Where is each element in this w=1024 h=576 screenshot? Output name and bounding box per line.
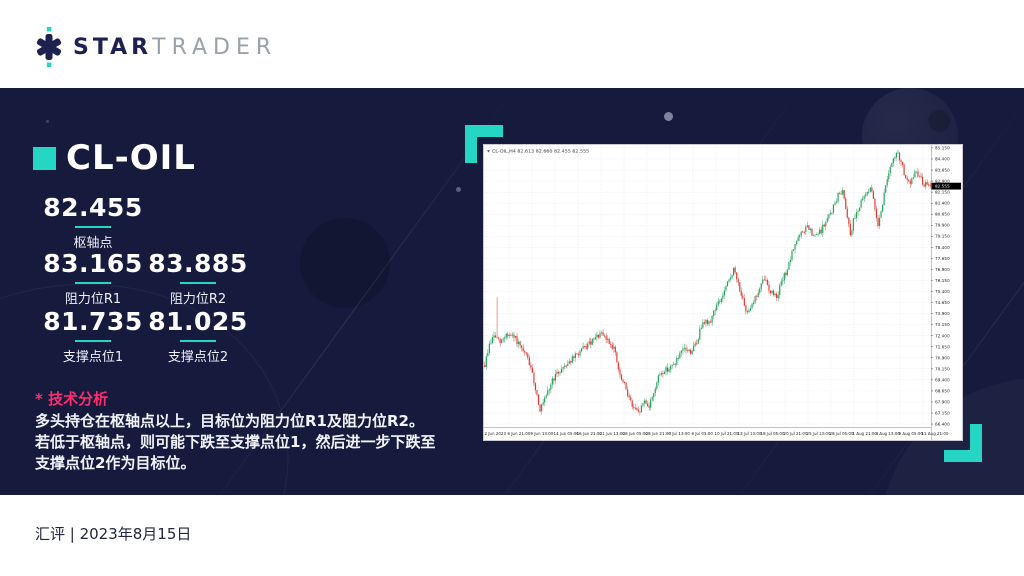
resistance-r1-block: 83.165 阻力位R1 [41, 249, 145, 307]
pivot-value: 82.455 [43, 193, 143, 222]
brand-star: STAR [73, 34, 153, 60]
pivot-label: 枢轴点 [73, 236, 113, 251]
price-chart [484, 145, 962, 440]
r1-value: 83.165 [43, 249, 143, 278]
support-1-block: 81.735 支撑点位1 [41, 307, 145, 365]
support-2-block: 81.025 支撑点位2 [146, 307, 250, 365]
candlestick-canvas [484, 145, 962, 440]
analysis-paragraph: 多头持仓在枢轴点以上，目标位为阻力位R1及阻力位R2。 若低于枢轴点，则可能下跌… [35, 411, 435, 474]
s2-label: 支撑点位2 [167, 350, 229, 365]
analysis-line-2: 若低于枢轴点，则可能下跌至支撑点位1，然后进一步下跌至 [35, 433, 436, 451]
r1-label: 阻力位R1 [64, 292, 122, 307]
star-asterisk-icon [36, 27, 62, 67]
brand-logo: STARTRADER [33, 26, 277, 68]
analysis-line-1: 多头持仓在枢轴点以上，目标位为阻力位R1及阻力位R2。 [35, 412, 424, 430]
brand-trader: TRADER [152, 34, 278, 60]
teal-underline [75, 340, 111, 342]
teal-underline [180, 340, 216, 342]
dot-decoration [46, 120, 49, 123]
resistance-r2-block: 83.885 阻力位R2 [146, 249, 250, 307]
planet-crater [928, 110, 950, 132]
r2-value: 83.885 [148, 249, 248, 278]
teal-underline [75, 282, 111, 284]
s2-value: 81.025 [148, 307, 248, 336]
r2-label: 阻力位R2 [169, 292, 227, 307]
main-panel: CL-OIL 82.455 枢轴点 83.165 阻力位R1 83.885 阻力… [0, 88, 1024, 495]
title-row: CL-OIL [33, 138, 196, 178]
decor-circle [300, 218, 390, 308]
analysis-line-3: 支撑点位2作为目标位。 [35, 454, 196, 472]
title-square-icon [33, 146, 56, 170]
dot-decoration [664, 112, 673, 121]
header: STARTRADER [0, 0, 1024, 88]
analysis-heading: * 技术分析 [35, 390, 109, 408]
teal-underline [180, 282, 216, 284]
footer-date: 汇评 | 2023年8月15日 [35, 525, 192, 543]
page-title: CL-OIL [66, 138, 196, 178]
brand-text: STARTRADER [73, 35, 277, 60]
teal-underline [75, 226, 111, 228]
dot-decoration [456, 187, 461, 192]
pivot-point-block: 82.455 枢轴点 [41, 193, 145, 251]
s1-value: 81.735 [43, 307, 143, 336]
footer: 汇评 | 2023年8月15日 [0, 495, 1024, 576]
corner-bracket-bottom-right [944, 424, 982, 462]
corner-bracket-top-left [465, 125, 503, 163]
s1-label: 支撑点位1 [62, 350, 124, 365]
